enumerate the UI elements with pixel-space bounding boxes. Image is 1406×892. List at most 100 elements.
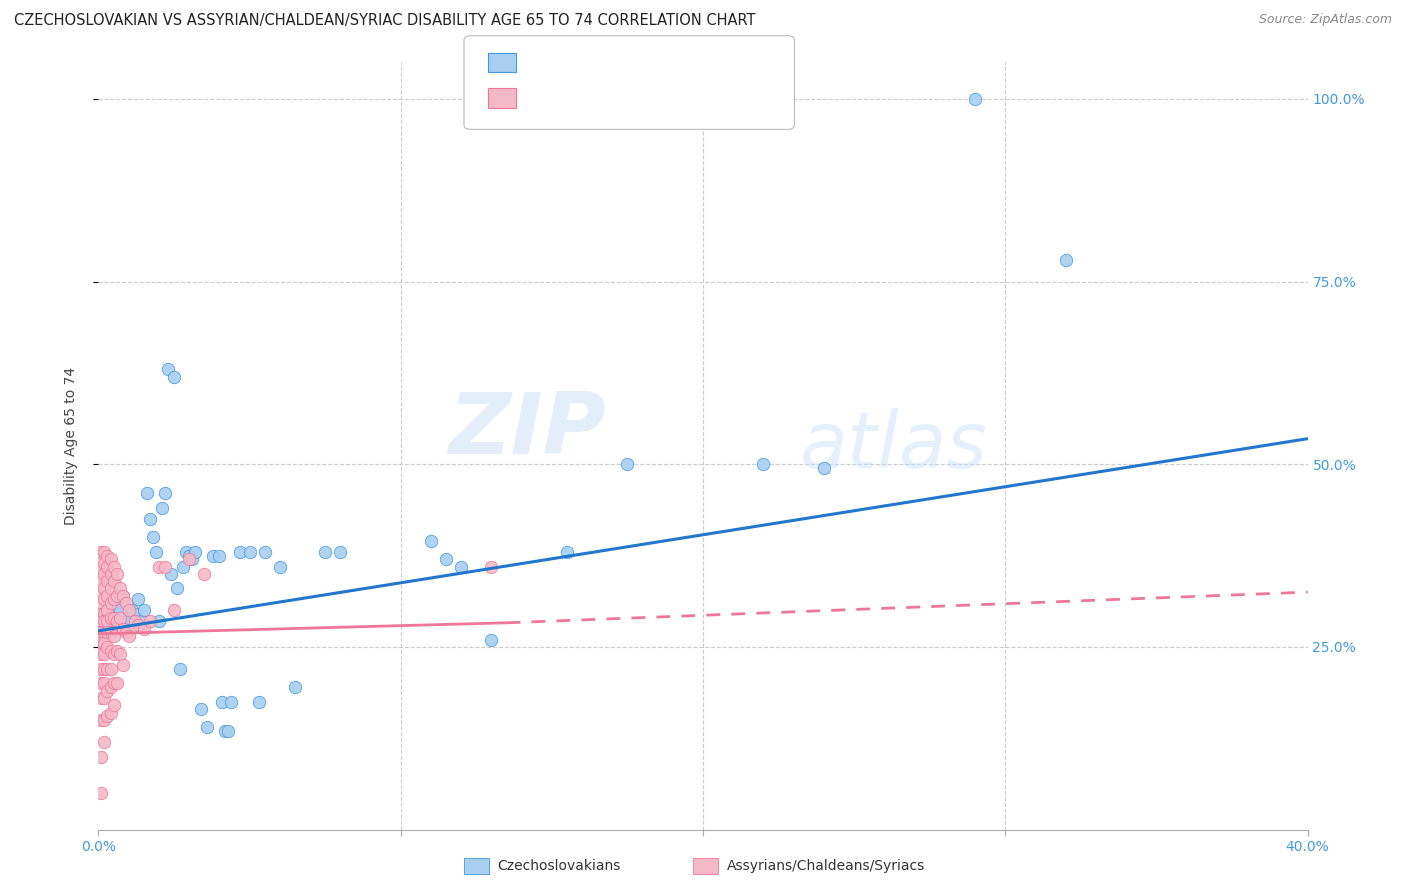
Point — [100, 615, 122, 629]
Point — [118, 629, 141, 643]
Point — [153, 559, 176, 574]
Point — [111, 622, 134, 636]
Point — [100, 680, 122, 694]
Point — [616, 457, 638, 471]
Point — [103, 603, 125, 617]
Point — [96, 615, 118, 629]
Text: R =: R = — [527, 55, 562, 70]
Text: Czechoslovakians: Czechoslovakians — [498, 859, 621, 873]
Point — [965, 92, 987, 106]
Point — [129, 615, 152, 629]
Point — [142, 530, 165, 544]
Point — [90, 647, 112, 661]
Point — [195, 720, 218, 734]
Point — [329, 545, 352, 559]
Point — [100, 552, 122, 566]
Point — [247, 695, 270, 709]
Point — [174, 545, 197, 559]
Point — [114, 596, 136, 610]
Point — [253, 545, 276, 559]
Point — [118, 603, 141, 617]
Point — [96, 559, 118, 574]
Point — [284, 680, 307, 694]
Point — [145, 545, 167, 559]
Point — [169, 662, 191, 676]
Point — [100, 566, 122, 581]
Point — [90, 615, 112, 629]
Point — [96, 640, 118, 654]
Point — [93, 607, 115, 621]
Point — [90, 749, 112, 764]
Point — [211, 695, 233, 709]
Point — [1054, 252, 1077, 267]
Point — [163, 603, 186, 617]
Point — [105, 643, 128, 657]
Point — [96, 625, 118, 640]
Point — [105, 589, 128, 603]
Point — [139, 512, 162, 526]
Point — [135, 486, 157, 500]
Point — [121, 603, 143, 617]
Point — [420, 533, 443, 548]
Point — [124, 607, 146, 621]
Point — [103, 592, 125, 607]
Text: N =: N = — [616, 91, 662, 105]
Point — [150, 501, 173, 516]
Text: N =: N = — [616, 55, 662, 70]
Point — [127, 592, 149, 607]
Point — [202, 549, 225, 563]
Point — [184, 545, 207, 559]
Point — [193, 566, 215, 581]
Point — [93, 556, 115, 570]
Point — [103, 559, 125, 574]
Point — [93, 647, 115, 661]
Point — [172, 559, 194, 574]
Point — [239, 545, 262, 559]
Point — [179, 549, 201, 563]
Point — [269, 559, 291, 574]
Point — [813, 461, 835, 475]
Point — [314, 545, 336, 559]
Point — [148, 615, 170, 629]
Point — [100, 596, 122, 610]
Point — [229, 545, 252, 559]
Point — [100, 582, 122, 596]
Point — [108, 582, 131, 596]
Point — [100, 625, 122, 640]
Point — [179, 552, 201, 566]
Point — [90, 786, 112, 800]
Point — [96, 683, 118, 698]
Point — [93, 662, 115, 676]
Point — [103, 698, 125, 713]
Point — [108, 610, 131, 624]
Point — [93, 566, 115, 581]
Point — [752, 457, 775, 471]
Point — [100, 706, 122, 720]
Point — [208, 549, 231, 563]
Point — [221, 695, 243, 709]
Point — [103, 629, 125, 643]
Point — [90, 691, 112, 706]
Point — [96, 589, 118, 603]
Point — [166, 582, 188, 596]
Point — [96, 603, 118, 617]
Point — [93, 545, 115, 559]
Point — [481, 559, 503, 574]
Point — [90, 676, 112, 690]
Point — [93, 636, 115, 650]
Point — [127, 618, 149, 632]
Point — [93, 676, 115, 690]
Point — [434, 552, 457, 566]
Point — [90, 636, 112, 650]
Point — [450, 559, 472, 574]
Point — [190, 702, 212, 716]
Y-axis label: Disability Age 65 to 74: Disability Age 65 to 74 — [63, 367, 77, 525]
Point — [156, 362, 179, 376]
Point — [93, 625, 115, 640]
Point — [114, 625, 136, 640]
Point — [96, 603, 118, 617]
Point — [105, 607, 128, 621]
Point — [103, 610, 125, 624]
Text: CZECHOSLOVAKIAN VS ASSYRIAN/CHALDEAN/SYRIAC DISABILITY AGE 65 TO 74 CORRELATION : CZECHOSLOVAKIAN VS ASSYRIAN/CHALDEAN/SYR… — [14, 13, 755, 29]
Point — [217, 723, 239, 738]
